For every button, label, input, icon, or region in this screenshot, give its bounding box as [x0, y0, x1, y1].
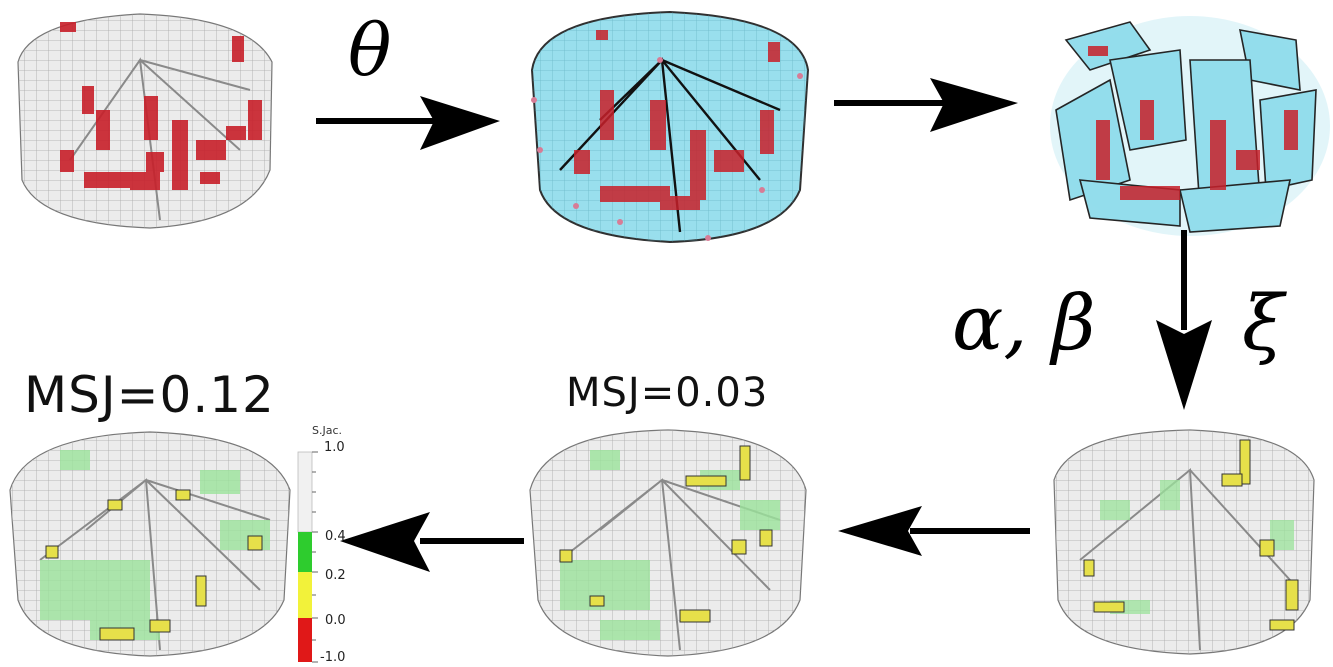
legend-title: S.Jac.	[312, 424, 343, 437]
legend-tick-1: 1.0	[324, 440, 345, 455]
msj-final-label: MSJ=0.12	[24, 366, 275, 424]
mesh-final	[9, 431, 291, 657]
mesh-optimized-right	[1053, 429, 1315, 655]
legend-tick-04: 0.4	[325, 529, 346, 544]
mesh-exploded	[1050, 16, 1330, 236]
mesh-input	[17, 13, 273, 229]
theta-label: θ	[348, 8, 392, 92]
mesh-decomposition	[530, 10, 810, 244]
legend-tick-00: 0.0	[325, 613, 346, 628]
color-legend	[297, 451, 318, 663]
msj-middle-label: MSJ=0.03	[566, 370, 769, 416]
alpha-beta-label: α, β	[952, 278, 1096, 367]
mesh-optimized-middle	[529, 429, 807, 657]
legend-tick-neg1: -1.0	[320, 650, 346, 665]
xi-label: ξ	[1242, 278, 1284, 367]
legend-tick-02: 0.2	[325, 568, 346, 583]
